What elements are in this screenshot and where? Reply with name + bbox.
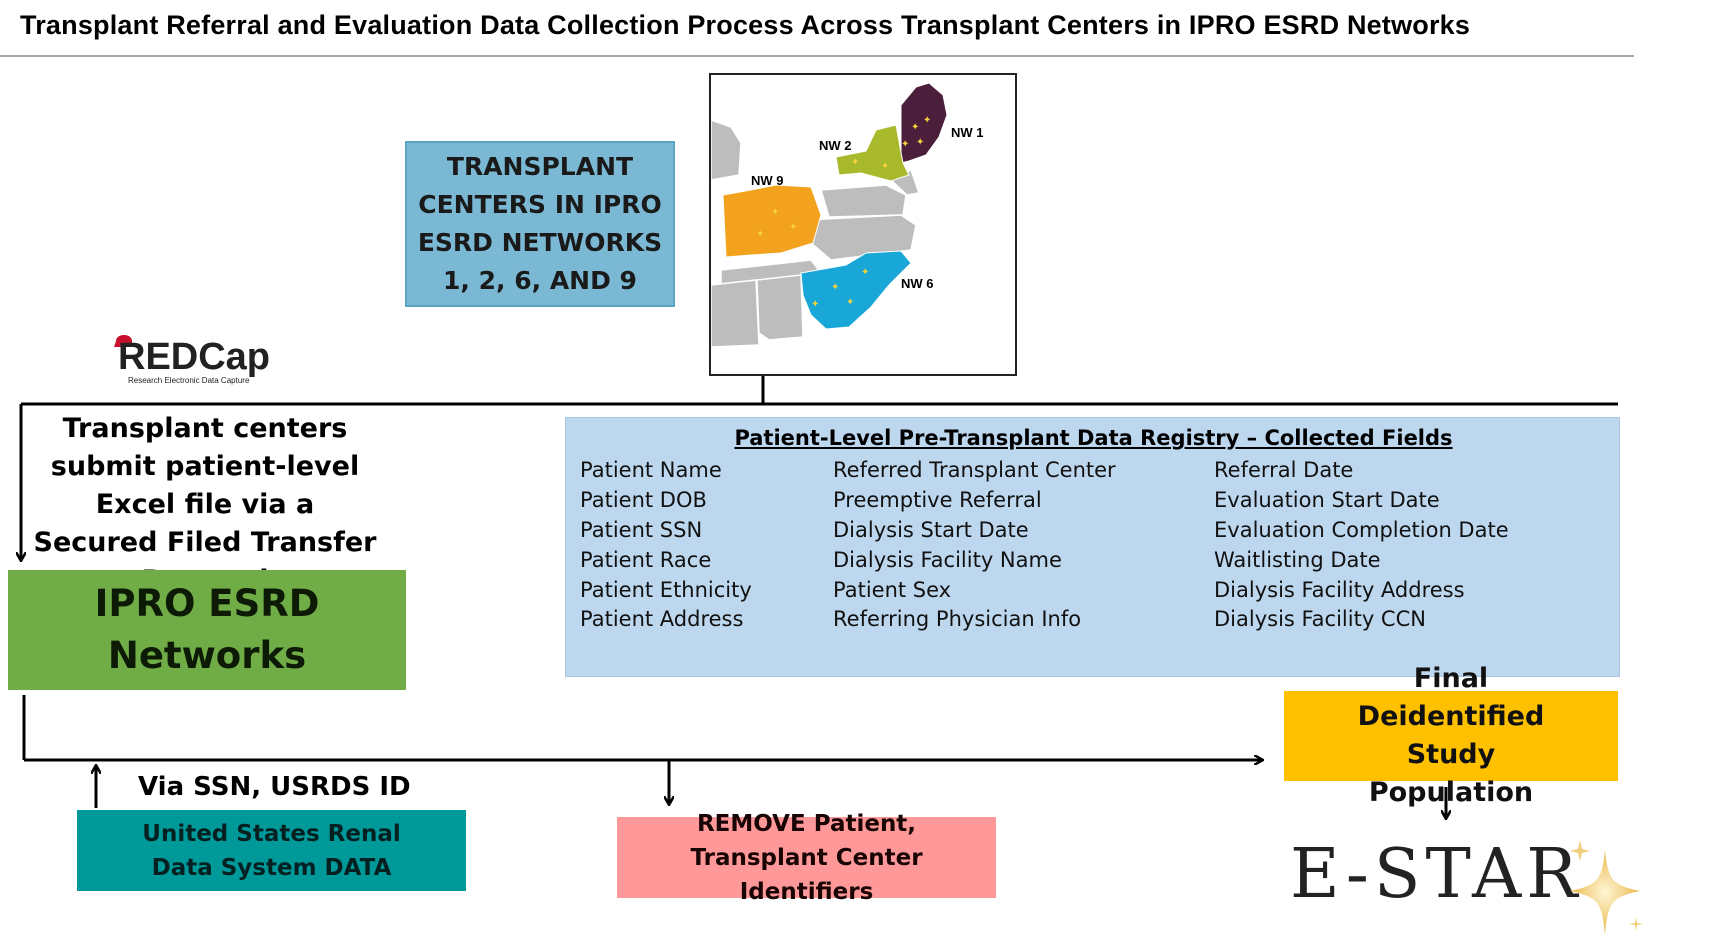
- ipro-label: IPRO ESRD Networks: [94, 582, 320, 677]
- map-region-nw1: [900, 82, 948, 164]
- field: Dialysis Facility CCN: [1214, 607, 1426, 631]
- field: Patient Sex: [833, 578, 952, 602]
- field: Evaluation Start Date: [1214, 488, 1440, 512]
- registry-title: Patient-Level Pre-Transplant Data Regist…: [734, 426, 1453, 450]
- svg-text:✦: ✦: [831, 282, 839, 293]
- network-map: ✦ ✦ ✦ ✦ ✦ ✦ ✦ ✦ ✦ ✦ ✦ ✦ ✦ NW 1 NW 2 NW 9 NW 6: [709, 73, 1017, 376]
- svg-text:✦: ✦: [771, 207, 779, 218]
- field: Patient SSN: [580, 518, 703, 542]
- field: Patient Address: [580, 607, 744, 631]
- nw9-label: NW 9: [751, 173, 784, 188]
- field: Patient DOB: [580, 488, 707, 512]
- remove-identifiers-box: REMOVE Patient, Transplant Center Identi…: [617, 811, 996, 905]
- field: Patient Ethnicity: [580, 578, 752, 602]
- redcap-logo: REDCap Research Electronic Data Capture: [110, 333, 310, 393]
- field: Referral Date: [1214, 458, 1354, 482]
- usrds-label: United States Renal Data System DATA: [142, 820, 401, 881]
- map-region-gray: [756, 274, 804, 341]
- svg-text:✦: ✦: [811, 299, 819, 310]
- svg-text:✦: ✦: [901, 139, 909, 150]
- estar-wordmark: E-STAR: [1290, 835, 1583, 914]
- sparkle-icon: [1570, 840, 1643, 935]
- nw1-label: NW 1: [951, 125, 984, 140]
- usrds-data-box: United States Renal Data System DATA: [77, 810, 466, 891]
- svg-text:✦: ✦: [851, 157, 859, 168]
- svg-text:✦: ✦: [789, 222, 797, 233]
- map-region-nw6: [800, 250, 912, 330]
- map-region-nw9: [722, 184, 822, 258]
- registry-fields-box: Patient-Level Pre-Transplant Data Regist…: [565, 417, 1620, 677]
- svg-text:✦: ✦: [911, 122, 919, 133]
- field: Evaluation Completion Date: [1214, 518, 1509, 542]
- svg-text:✦: ✦: [916, 137, 924, 148]
- nw2-label: NW 2: [819, 138, 852, 153]
- redcap-hat-icon: [114, 335, 132, 347]
- diagram-title: Transplant Referral and Evaluation Data …: [20, 10, 1471, 40]
- ipro-networks-box: IPRO ESRD Networks: [8, 570, 406, 690]
- field: Dialysis Start Date: [833, 518, 1029, 542]
- linkage-label: Via SSN, USRDS ID: [138, 772, 411, 802]
- field: Patient Name: [580, 458, 722, 482]
- field: Referred Transplant Center: [833, 458, 1116, 482]
- svg-text:REDCap: REDCap: [118, 336, 270, 378]
- remove-label: REMOVE Patient, Transplant Center Identi…: [690, 810, 923, 905]
- svg-text:✦: ✦: [923, 115, 931, 126]
- field: Preemptive Referral: [833, 488, 1042, 512]
- map-region-gray: [711, 119, 742, 181]
- field: Referring Physician Info: [833, 607, 1082, 631]
- svg-text:✦: ✦: [881, 161, 889, 172]
- map-region-gray: [820, 184, 907, 218]
- transplant-centers-box: TRANSPLANT CENTERS IN IPRO ESRD NETWORKS…: [405, 141, 675, 307]
- field: Dialysis Facility Address: [1214, 578, 1465, 602]
- nw6-label: NW 6: [901, 276, 934, 291]
- field: Dialysis Facility Name: [833, 548, 1062, 572]
- svg-text:✦: ✦: [756, 229, 764, 240]
- svg-text:✦: ✦: [861, 267, 869, 278]
- final-label: Final Deidentified Study Population: [1357, 663, 1545, 808]
- svg-text:✦: ✦: [846, 297, 854, 308]
- svg-text:Research Electronic Data Captu: Research Electronic Data Capture: [128, 376, 250, 385]
- final-population-box: Final Deidentified Study Population: [1284, 663, 1618, 808]
- field: Waitlisting Date: [1214, 548, 1381, 572]
- center-markers: ✦✦ ✦✦ ✦ ✦ ✦✦ ✦✦ ✦✦ ✦: [756, 115, 931, 310]
- estar-logo: E-STAR: [1290, 835, 1650, 945]
- title-divider: [0, 55, 1634, 57]
- map-region-nw2: [835, 124, 910, 182]
- field: Patient Race: [580, 548, 712, 572]
- map-region-gray: [711, 279, 760, 348]
